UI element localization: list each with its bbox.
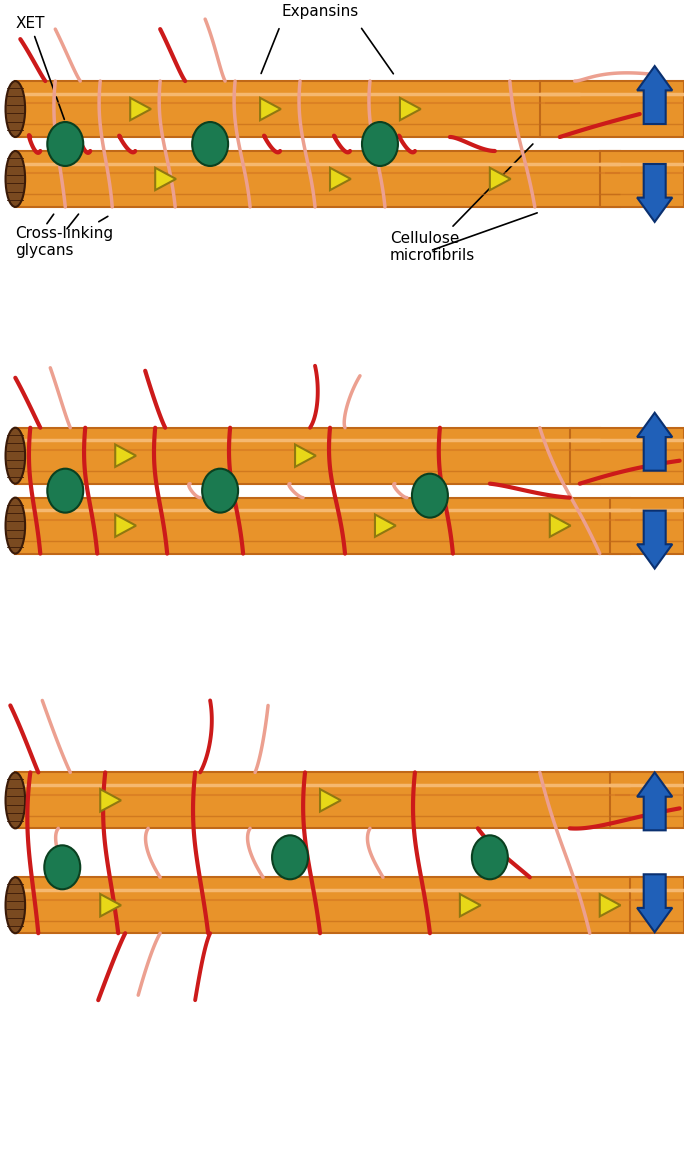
Polygon shape xyxy=(101,894,121,917)
Bar xyxy=(570,428,684,483)
Ellipse shape xyxy=(5,497,25,553)
FancyArrow shape xyxy=(637,66,672,124)
Ellipse shape xyxy=(5,877,25,933)
Polygon shape xyxy=(490,167,511,191)
Bar xyxy=(15,428,600,483)
Ellipse shape xyxy=(47,468,83,512)
Polygon shape xyxy=(600,894,620,917)
Text: Cellulose
microfibrils: Cellulose microfibrils xyxy=(390,144,533,264)
Text: XET: XET xyxy=(15,16,64,120)
Text: Cross-linking
glycans: Cross-linking glycans xyxy=(15,216,114,258)
Bar xyxy=(600,151,684,207)
Bar xyxy=(609,773,684,829)
Ellipse shape xyxy=(5,81,25,137)
Polygon shape xyxy=(330,167,351,191)
Ellipse shape xyxy=(412,474,448,517)
Bar xyxy=(15,151,620,207)
FancyArrow shape xyxy=(637,510,672,568)
Ellipse shape xyxy=(44,845,80,889)
Polygon shape xyxy=(295,445,316,467)
Bar xyxy=(540,81,684,137)
Ellipse shape xyxy=(5,428,25,483)
Bar xyxy=(15,81,580,137)
Polygon shape xyxy=(115,445,136,467)
FancyArrow shape xyxy=(637,874,672,932)
FancyArrow shape xyxy=(637,164,672,222)
Polygon shape xyxy=(115,515,136,537)
Ellipse shape xyxy=(47,122,83,166)
Polygon shape xyxy=(155,167,176,191)
FancyArrow shape xyxy=(637,773,672,831)
Bar xyxy=(630,877,684,933)
Polygon shape xyxy=(375,515,396,537)
Ellipse shape xyxy=(5,151,25,207)
Ellipse shape xyxy=(5,773,25,829)
Polygon shape xyxy=(260,98,281,120)
Polygon shape xyxy=(400,98,421,120)
Polygon shape xyxy=(130,98,151,120)
Polygon shape xyxy=(460,894,481,917)
Ellipse shape xyxy=(202,468,238,512)
Text: Expansins: Expansins xyxy=(281,5,358,19)
Polygon shape xyxy=(550,515,570,537)
Ellipse shape xyxy=(362,122,398,166)
Polygon shape xyxy=(101,789,121,811)
FancyArrow shape xyxy=(637,413,672,471)
Bar xyxy=(609,497,684,553)
Polygon shape xyxy=(320,789,341,811)
Bar xyxy=(15,497,630,553)
Bar xyxy=(15,877,650,933)
Bar xyxy=(15,773,630,829)
Ellipse shape xyxy=(272,835,308,880)
Ellipse shape xyxy=(472,835,508,880)
Ellipse shape xyxy=(192,122,228,166)
